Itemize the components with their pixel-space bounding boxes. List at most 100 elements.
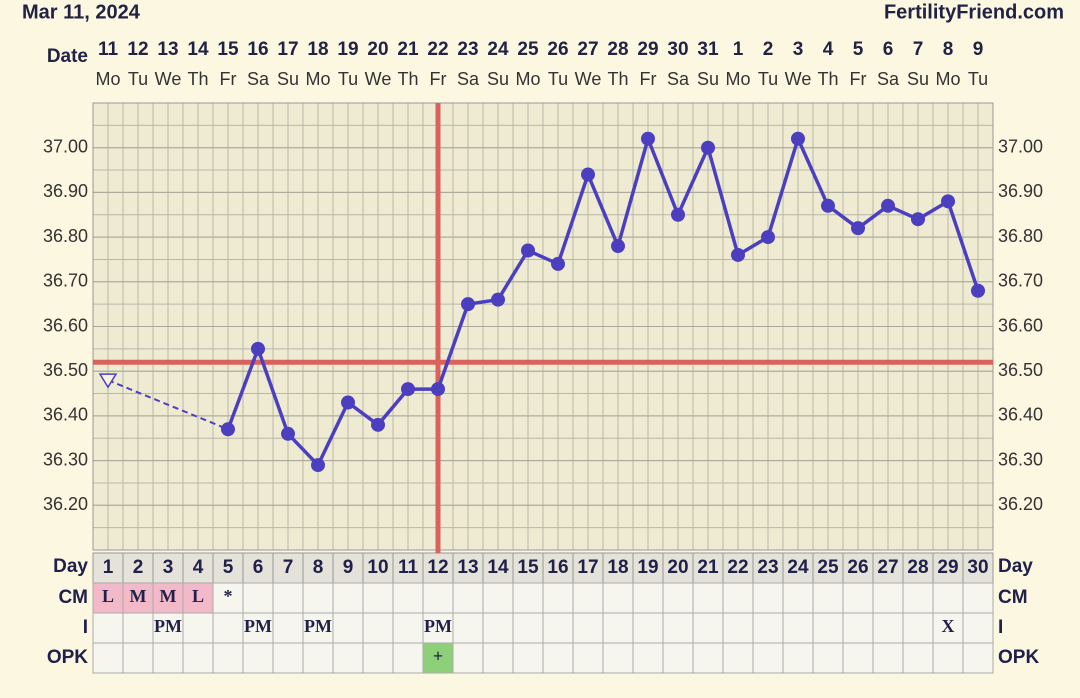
date-label: 31	[697, 39, 719, 60]
date-label: 27	[577, 39, 598, 60]
cell-value: L	[102, 586, 114, 606]
date-label: 9	[973, 39, 984, 60]
row-cell	[842, 612, 874, 644]
weekday-label: Su	[487, 69, 509, 89]
date-label: 29	[637, 39, 658, 60]
row-cell	[812, 612, 844, 644]
temperature-point	[401, 382, 415, 397]
date-label: 1	[733, 39, 744, 60]
temperature-point	[641, 131, 655, 146]
day-number: 19	[637, 557, 658, 578]
row-cell	[512, 582, 544, 614]
cell-value: PM	[154, 616, 182, 636]
weekday-label: Mo	[725, 69, 750, 89]
date-label: 22	[427, 39, 448, 60]
y-tick-label: 36.70	[43, 271, 88, 291]
weekday-label: Su	[277, 69, 299, 89]
row-cell	[962, 642, 994, 674]
day-number: 2	[133, 557, 144, 578]
cell-value: PM	[244, 616, 272, 636]
temperature-point	[911, 212, 925, 227]
weekday-label: Sa	[667, 69, 690, 89]
row-cell	[242, 642, 274, 674]
row-cell	[422, 642, 454, 674]
date-label: 18	[307, 39, 328, 60]
row-cell	[242, 582, 274, 614]
date-label: 3	[793, 39, 804, 60]
y-tick-label-right: 37.00	[998, 136, 1043, 156]
temperature-point	[491, 292, 505, 307]
weekday-label: Th	[607, 69, 628, 89]
cell-value: *	[224, 586, 233, 606]
row-cell	[872, 612, 904, 644]
weekday-label: Fr	[850, 69, 867, 89]
date-label: 8	[943, 39, 954, 60]
date-label: 11	[98, 39, 119, 60]
day-number: 26	[847, 557, 868, 578]
row-label: CM	[58, 587, 88, 608]
day-number: 3	[163, 557, 174, 578]
weekday-label: Mo	[95, 69, 120, 89]
day-cell	[632, 552, 664, 584]
row-label-right: CM	[998, 587, 1028, 608]
y-tick-label: 36.30	[43, 449, 88, 469]
temperature-point	[851, 221, 865, 236]
temperature-point	[251, 341, 265, 356]
y-tick-label-right: 36.90	[998, 181, 1043, 201]
row-cell	[752, 582, 784, 614]
date-label: 30	[667, 39, 688, 60]
y-tick-label: 36.50	[43, 360, 88, 380]
row-cell	[482, 582, 514, 614]
day-number: 1	[103, 557, 114, 578]
weekday-label: We	[785, 69, 812, 89]
row-cell	[782, 642, 814, 674]
weekday-label: Sa	[877, 69, 900, 89]
date-label: 13	[157, 39, 178, 60]
weekday-label: Tu	[548, 69, 568, 89]
day-number: 4	[193, 557, 204, 578]
row-cell	[182, 642, 214, 674]
temperature-point	[791, 131, 805, 146]
day-number: 17	[577, 557, 598, 578]
cell-value: M	[160, 586, 177, 606]
day-number: 27	[877, 557, 898, 578]
day-number: 16	[547, 557, 568, 578]
day-cell	[92, 552, 124, 584]
weekday-label: Mo	[515, 69, 540, 89]
row-cell	[362, 612, 394, 644]
date-label: 17	[277, 39, 298, 60]
row-cell	[92, 642, 124, 674]
row-cell	[122, 612, 154, 644]
row-cell	[452, 582, 484, 614]
y-tick-label: 36.80	[43, 226, 88, 246]
row-cell	[872, 642, 904, 674]
start-marker	[98, 373, 118, 389]
row-cell	[272, 642, 304, 674]
y-tick-label: 36.20	[43, 494, 88, 514]
temperature-point	[431, 382, 445, 397]
temperature-point	[311, 458, 325, 473]
row-cell	[932, 582, 964, 614]
y-tick-label: 36.40	[43, 405, 88, 425]
row-cell	[332, 612, 364, 644]
row-cell	[692, 612, 724, 644]
temperature-point	[521, 243, 535, 258]
y-tick-label-right: 36.80	[998, 226, 1043, 246]
day-cell	[452, 552, 484, 584]
row-cell	[182, 612, 214, 644]
temperature-point	[281, 426, 295, 441]
row-cell	[272, 582, 304, 614]
day-number: 29	[937, 557, 958, 578]
row-cell	[902, 582, 934, 614]
weekday-label: Th	[187, 69, 208, 89]
day-number: 30	[967, 557, 988, 578]
weekday-label: Fr	[220, 69, 237, 89]
row-cell	[302, 612, 334, 644]
row-cell	[782, 582, 814, 614]
row-cell	[602, 582, 634, 614]
row-cell	[452, 642, 484, 674]
temperature-point	[971, 283, 985, 298]
temperature-point	[941, 194, 955, 209]
y-tick-label-right: 36.50	[998, 360, 1043, 380]
